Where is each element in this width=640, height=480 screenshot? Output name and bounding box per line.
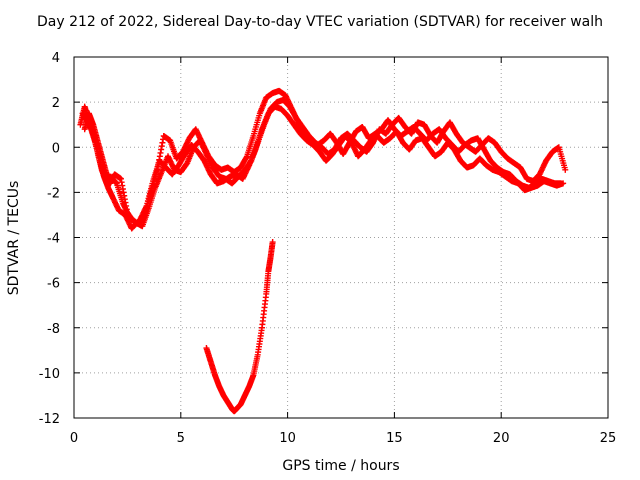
y-tick-label: -6 [47,277,60,292]
axis-ticks: 0 5 10 15 20 25 -12 -10 -8 -6 -4 -2 0 2 4 [39,51,617,446]
x-tick-label: 10 [279,431,296,446]
series-track-3 [81,96,569,230]
y-tick-label: 0 [52,141,60,156]
data-point [269,239,276,246]
y-tick-label: -10 [39,367,60,382]
y-tick-label: 4 [52,51,60,66]
x-tick-label: 20 [493,431,510,446]
grid [74,57,608,418]
x-tick-label: 0 [70,431,78,446]
y-axis-label: SDTVAR / TECUs [6,180,22,296]
y-tick-label: -2 [47,186,60,201]
series-track-4 [203,239,276,415]
y-tick-label: -12 [39,412,60,427]
series-track-2 [79,103,567,232]
y-tick-label: 2 [52,96,60,111]
chart-title: Day 212 of 2022, Sidereal Day-to-day VTE… [36,14,603,30]
y-tick-label: -4 [47,232,60,247]
x-tick-label: 25 [600,431,617,446]
data-point [562,166,569,173]
data-points [77,87,569,415]
y-tick-label: -8 [47,322,60,337]
data-point [560,180,567,187]
x-tick-label: 15 [386,431,403,446]
x-axis-label: GPS time / hours [282,458,400,474]
x-tick-label: 5 [177,431,185,446]
